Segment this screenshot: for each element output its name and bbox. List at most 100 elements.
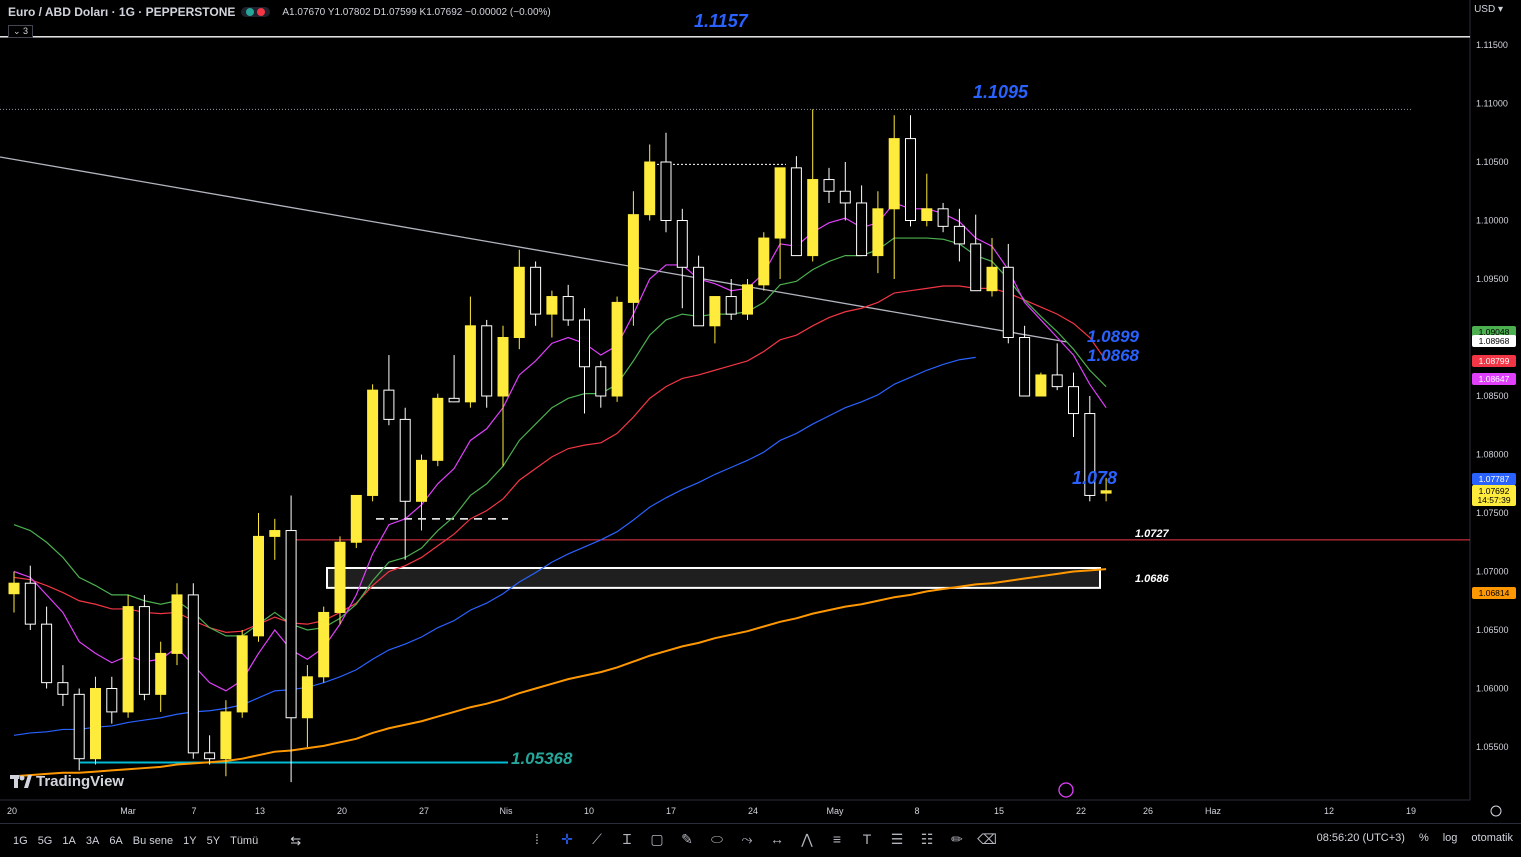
rectangle-icon[interactable]: ▢ [650, 830, 664, 847]
candle-body-41 [676, 220, 688, 268]
x-tick-6: Nis [500, 806, 513, 816]
scale-controls: 08:56:20 (UTC+3) % log otomatik [1317, 832, 1513, 844]
annotation-3: 1.0868 [1087, 346, 1140, 365]
x-tick-12: 15 [994, 806, 1004, 816]
currency-selector[interactable]: USD ▾ [1474, 4, 1503, 15]
timeframe-0[interactable]: 1G [13, 834, 28, 847]
x-tick-5: 27 [419, 806, 429, 816]
percent-toggle[interactable]: % [1418, 832, 1429, 844]
candle-body-54 [888, 138, 900, 210]
candle-body-67 [1100, 490, 1112, 494]
candle-body-43 [709, 296, 721, 327]
y-tick-4: 1.09500 [1476, 274, 1509, 284]
long-position-icon[interactable]: ☰ [890, 830, 904, 847]
timeframe-8[interactable]: Tümü [230, 834, 259, 847]
date-range-icon[interactable]: ⇆ [290, 832, 302, 848]
symbol-title[interactable]: Euro / ABD Doları · 1G · PEPPERSTONE [8, 5, 236, 19]
candle-body-39 [644, 161, 656, 216]
tradingview-logo: TradingView [10, 773, 124, 790]
short-position-icon[interactable]: ☷ [920, 830, 934, 847]
ellipse-icon[interactable]: ⬭ [711, 830, 723, 847]
drag-handle-icon[interactable]: ⁞ [535, 831, 539, 847]
trendline-icon[interactable]: ⟋ [592, 830, 602, 847]
ema-orange-line [13, 568, 1107, 778]
timeframe-7[interactable]: 5Y [206, 834, 221, 847]
y-tick-0: 1.11500 [1476, 40, 1508, 50]
y-tick-11: 1.06000 [1476, 684, 1509, 694]
candle-body-16 [269, 530, 281, 537]
candle-body-10 [171, 594, 183, 654]
timeframe-5[interactable]: Bu sene [132, 834, 174, 847]
x-tick-16: 12 [1324, 806, 1334, 816]
price-tag-7: 1.06814 [1472, 587, 1516, 600]
drawing-tools: ⁞ ✛ ⟋ Ɪ ▢ ✎ ⬭ ⤳ ↔ ⋀ ≡ T ☰ ☷ ✏ ⌫ [527, 829, 997, 849]
candle-body-27 [448, 397, 460, 403]
candle-body-17 [285, 530, 297, 719]
candle-body-37 [611, 301, 623, 397]
timeframe-3[interactable]: 3A [85, 834, 100, 847]
indicator-collapse-button[interactable]: ⌄ 3 [8, 25, 34, 38]
pencil-icon[interactable]: ✏ [951, 830, 963, 847]
x-tick-0: 20 [7, 806, 17, 816]
y-tick-8: 1.07500 [1476, 508, 1509, 518]
brush-icon[interactable]: ✎ [681, 830, 693, 847]
text-cursor-icon[interactable]: Ɪ [623, 830, 631, 847]
candle-body-19 [318, 611, 330, 678]
y-tick-2: 1.10500 [1476, 157, 1509, 167]
x-tick-8: 17 [666, 806, 676, 816]
timeframe-6[interactable]: 1Y [183, 834, 197, 847]
timeframe-1[interactable]: 5G [37, 834, 53, 847]
trendline [0, 156, 1068, 343]
candle-body-25 [416, 459, 427, 502]
log-toggle[interactable]: log [1442, 832, 1458, 844]
timeframe-2[interactable]: 1A [62, 834, 76, 847]
fib-icon[interactable]: ≡ [832, 831, 842, 847]
candle-body-5 [90, 688, 101, 760]
candle-body-48 [790, 167, 802, 257]
price-tag-0: 1.09048 [1472, 325, 1516, 338]
annotation-6: 1.0686 [1135, 573, 1170, 585]
candle-body-59 [970, 243, 982, 292]
candle-body-47 [774, 167, 786, 239]
candle-body-63 [1035, 374, 1047, 397]
y-tick-7: 1.08000 [1476, 450, 1509, 460]
eraser-icon[interactable]: ⌫ [977, 830, 997, 847]
candle-body-38 [627, 214, 639, 303]
settings-gear-icon [1490, 805, 1502, 817]
timeframe-4[interactable]: 6A [109, 834, 123, 847]
candle-body-46 [758, 237, 770, 286]
auto-scale-toggle[interactable]: otomatik [1471, 832, 1513, 844]
candle-body-53 [872, 208, 884, 257]
candle-body-51 [839, 190, 851, 204]
candle-body-33 [546, 296, 558, 315]
x-tick-11: 8 [914, 806, 919, 816]
y-tick-12: 1.05500 [1476, 742, 1509, 752]
candle-body-61 [1002, 266, 1014, 338]
x-tick-13: 22 [1076, 806, 1086, 816]
candle-body-26 [432, 397, 444, 461]
candle-body-14 [236, 635, 248, 713]
x-tick-3: 13 [255, 806, 265, 816]
path-icon[interactable]: ⤳ [741, 830, 753, 847]
x-tick-2: 7 [191, 806, 196, 816]
y-tick-10: 1.06500 [1476, 625, 1509, 635]
candle-body-21 [350, 494, 362, 543]
ohlc-values: A1.07670 Y1.07802 D1.07599 K1.07692 −0.0… [282, 6, 551, 18]
candle-body-4 [73, 693, 85, 760]
candle-body-2 [41, 623, 53, 684]
y-tick-9: 1.07000 [1476, 567, 1509, 577]
crosshair-icon[interactable]: ✛ [561, 830, 573, 847]
candle-body-6 [106, 688, 118, 713]
candle-body-13 [220, 711, 232, 760]
text-icon[interactable]: T [862, 831, 872, 847]
candle-body-62 [1019, 337, 1031, 397]
y-tick-3: 1.10000 [1476, 216, 1509, 226]
candle-body-50 [823, 179, 835, 192]
polyline-icon[interactable]: ⋀ [801, 830, 813, 847]
x-tick-15: Haz [1205, 806, 1222, 816]
candle-body-23 [383, 389, 395, 420]
arrow-icon[interactable]: ↔ [770, 831, 784, 847]
price-tag-3: 1.08647 [1472, 372, 1516, 385]
candle-body-64 [1051, 374, 1063, 388]
